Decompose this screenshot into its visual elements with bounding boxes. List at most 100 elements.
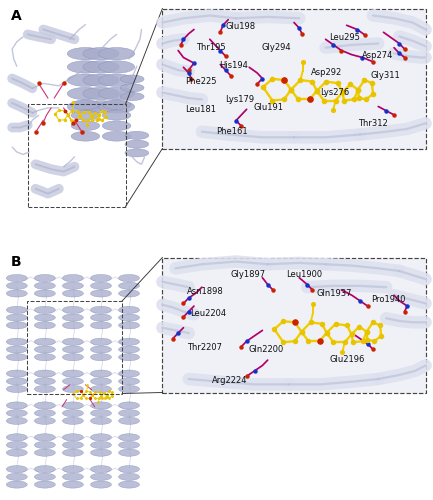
Text: Glu191: Glu191	[253, 102, 283, 112]
Ellipse shape	[62, 346, 84, 353]
Ellipse shape	[119, 418, 139, 424]
Text: Thr195: Thr195	[196, 42, 225, 51]
Ellipse shape	[120, 84, 144, 92]
Ellipse shape	[125, 132, 149, 140]
Ellipse shape	[34, 418, 55, 424]
Ellipse shape	[119, 386, 139, 392]
Ellipse shape	[102, 121, 131, 130]
Ellipse shape	[34, 282, 55, 290]
Ellipse shape	[119, 402, 139, 409]
Ellipse shape	[62, 306, 84, 314]
Ellipse shape	[6, 346, 27, 353]
Ellipse shape	[67, 100, 103, 113]
Ellipse shape	[90, 370, 111, 377]
Ellipse shape	[119, 442, 139, 448]
Ellipse shape	[6, 282, 27, 290]
Text: Leu181: Leu181	[185, 104, 216, 114]
Text: B: B	[11, 255, 22, 269]
Ellipse shape	[102, 132, 131, 141]
Ellipse shape	[62, 354, 84, 360]
Ellipse shape	[90, 442, 111, 448]
Ellipse shape	[34, 442, 55, 448]
Ellipse shape	[34, 386, 55, 392]
Ellipse shape	[119, 370, 139, 377]
Ellipse shape	[83, 100, 119, 113]
Ellipse shape	[6, 466, 27, 472]
Bar	[162, 258, 426, 392]
Ellipse shape	[119, 290, 139, 297]
Ellipse shape	[98, 100, 135, 113]
Ellipse shape	[90, 290, 111, 297]
Ellipse shape	[6, 314, 27, 321]
Ellipse shape	[67, 74, 103, 86]
Ellipse shape	[6, 378, 27, 385]
Text: Leu2204: Leu2204	[191, 308, 226, 318]
Ellipse shape	[6, 354, 27, 360]
Text: Phe225: Phe225	[185, 78, 216, 86]
Text: Pro1940: Pro1940	[372, 296, 406, 304]
Bar	[4, 252, 160, 498]
Ellipse shape	[62, 290, 84, 297]
Ellipse shape	[83, 88, 119, 100]
Ellipse shape	[34, 346, 55, 353]
Ellipse shape	[62, 410, 84, 416]
Ellipse shape	[62, 282, 84, 290]
Text: Gln1937: Gln1937	[316, 290, 352, 298]
Ellipse shape	[98, 74, 135, 86]
Ellipse shape	[71, 132, 100, 141]
Ellipse shape	[6, 386, 27, 392]
Ellipse shape	[119, 274, 139, 281]
Ellipse shape	[98, 61, 135, 73]
Ellipse shape	[34, 290, 55, 297]
Text: Leu1900: Leu1900	[286, 270, 322, 279]
Ellipse shape	[83, 48, 119, 60]
Ellipse shape	[62, 466, 84, 472]
Text: Leu295: Leu295	[329, 32, 360, 42]
Ellipse shape	[119, 282, 139, 290]
Ellipse shape	[34, 370, 55, 377]
Text: Arg2224: Arg2224	[212, 376, 247, 385]
Text: Asn1898: Asn1898	[187, 288, 224, 296]
Ellipse shape	[90, 282, 111, 290]
Ellipse shape	[119, 410, 139, 416]
Text: Thr312: Thr312	[359, 118, 388, 128]
Ellipse shape	[90, 481, 111, 488]
Ellipse shape	[83, 61, 119, 73]
Ellipse shape	[62, 322, 84, 329]
Ellipse shape	[119, 449, 139, 456]
Ellipse shape	[119, 474, 139, 480]
Ellipse shape	[119, 354, 139, 360]
Ellipse shape	[90, 402, 111, 409]
Ellipse shape	[34, 338, 55, 345]
Ellipse shape	[98, 48, 135, 60]
Ellipse shape	[6, 449, 27, 456]
Ellipse shape	[119, 481, 139, 488]
Bar	[4, 5, 160, 250]
Ellipse shape	[34, 274, 55, 281]
Text: Asp274: Asp274	[362, 52, 393, 60]
Ellipse shape	[62, 314, 84, 321]
Ellipse shape	[62, 474, 84, 480]
Ellipse shape	[102, 110, 131, 120]
Ellipse shape	[119, 378, 139, 385]
Ellipse shape	[90, 314, 111, 321]
Text: Asp292: Asp292	[311, 68, 342, 77]
Text: Gly311: Gly311	[370, 72, 400, 80]
Ellipse shape	[62, 434, 84, 441]
Ellipse shape	[34, 354, 55, 360]
Ellipse shape	[6, 402, 27, 409]
Ellipse shape	[6, 481, 27, 488]
Ellipse shape	[119, 306, 139, 314]
Ellipse shape	[71, 100, 100, 110]
Bar	[162, 8, 426, 148]
Text: Glu2196: Glu2196	[330, 354, 365, 364]
Ellipse shape	[90, 274, 111, 281]
Ellipse shape	[62, 481, 84, 488]
Ellipse shape	[90, 410, 111, 416]
Ellipse shape	[34, 402, 55, 409]
Ellipse shape	[119, 346, 139, 353]
Text: A: A	[11, 9, 22, 23]
Ellipse shape	[62, 442, 84, 448]
Ellipse shape	[6, 370, 27, 377]
Ellipse shape	[90, 386, 111, 392]
